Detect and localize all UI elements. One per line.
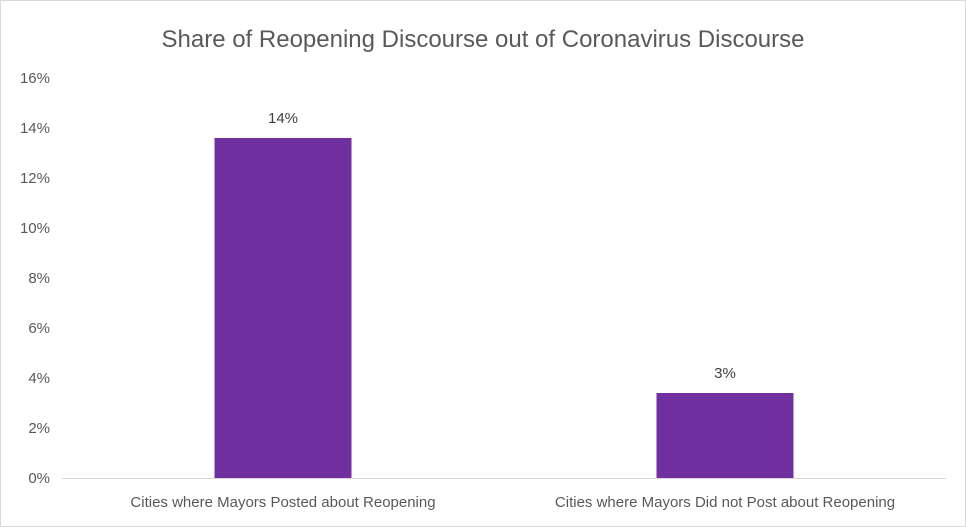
y-tick-label: 6% xyxy=(28,320,50,337)
x-axis: Cities where Mayors Posted about Reopeni… xyxy=(62,478,946,511)
y-tick-label: 10% xyxy=(20,220,50,237)
data-labels: 14% 3% xyxy=(268,110,736,382)
x-category-label: Cities where Mayors Posted about Reopeni… xyxy=(130,494,435,511)
y-tick-label: 8% xyxy=(28,270,50,287)
chart-title: Share of Reopening Discourse out of Coro… xyxy=(162,26,805,53)
bar-data-label: 14% xyxy=(268,110,298,127)
y-tick-label: 2% xyxy=(28,420,50,437)
y-tick-label: 16% xyxy=(20,70,50,87)
x-category-label: Cities where Mayors Did not Post about R… xyxy=(555,494,895,511)
y-tick-label: 0% xyxy=(28,470,50,487)
y-axis: 0% 2% 4% 6% 8% 10% 12% 14% 16% xyxy=(20,70,50,487)
y-tick-label: 4% xyxy=(28,370,50,387)
bar-data-label: 3% xyxy=(714,365,736,382)
y-tick-label: 12% xyxy=(20,170,50,187)
bar xyxy=(214,138,352,478)
bar xyxy=(656,393,794,478)
y-tick-label: 14% xyxy=(20,120,50,137)
bars xyxy=(214,138,794,478)
